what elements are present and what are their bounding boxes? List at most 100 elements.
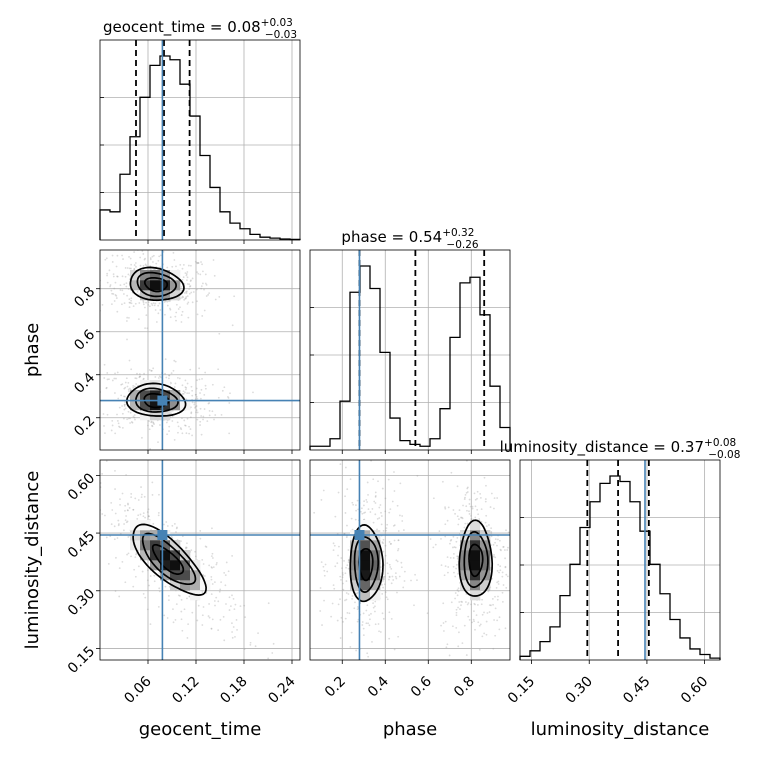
sample-point <box>371 508 374 510</box>
sample-point <box>201 377 203 380</box>
sample-point <box>152 522 155 525</box>
sample-point <box>477 621 480 624</box>
sample-point <box>488 604 491 607</box>
sample-point <box>135 553 137 556</box>
sample-point <box>181 629 184 632</box>
sample-point <box>147 303 150 306</box>
sample-point <box>183 292 186 294</box>
sample-point <box>111 419 114 422</box>
sample-point <box>367 655 370 658</box>
sample-point <box>396 504 399 507</box>
sample-point <box>493 554 495 556</box>
sample-point <box>363 512 365 514</box>
sample-point <box>174 360 177 363</box>
sample-point <box>159 254 162 257</box>
sample-point <box>187 316 190 319</box>
sample-point <box>123 283 126 286</box>
sample-point <box>117 422 120 425</box>
sample-point <box>182 276 185 279</box>
sample-point <box>122 243 124 245</box>
sample-point <box>175 265 177 268</box>
sample-point <box>110 303 113 306</box>
sample-point <box>139 264 142 267</box>
sample-point <box>118 595 121 598</box>
panel-geocent_time-luminosity_distance: 0.06 0.12 0.18 0.24 0.15 0.30 0.45 0.60 <box>65 459 301 707</box>
sample-point <box>116 310 119 313</box>
sample-point <box>338 545 340 548</box>
sample-point <box>496 544 498 547</box>
sample-point <box>479 623 482 626</box>
sample-point <box>191 301 194 304</box>
sample-point <box>163 614 166 617</box>
sample-point <box>128 267 131 270</box>
sample-point <box>147 515 150 518</box>
sample-point <box>505 529 507 532</box>
contour-level-0 <box>468 543 484 578</box>
sample-point <box>196 262 199 265</box>
sample-point <box>202 573 204 576</box>
sample-point <box>199 420 202 423</box>
sample-point <box>164 313 166 316</box>
sample-point <box>368 624 371 627</box>
title-phase: phase = 0.54+0.32 −0.26 <box>341 227 478 251</box>
sample-point <box>334 565 337 568</box>
sample-point <box>190 385 193 388</box>
sample-point <box>180 285 183 288</box>
sample-point <box>456 557 459 560</box>
xtick-label: 0.06 <box>121 673 154 706</box>
sample-point <box>104 432 106 435</box>
sample-point <box>352 503 355 506</box>
sample-point <box>204 273 207 276</box>
sample-point <box>345 592 348 594</box>
sample-point <box>177 594 180 597</box>
sample-point <box>102 413 105 415</box>
density-block <box>160 390 171 401</box>
sample-point <box>132 415 135 418</box>
sample-point <box>396 591 398 594</box>
sample-point <box>119 289 122 291</box>
sample-point <box>116 371 119 374</box>
sample-point <box>141 250 144 252</box>
sample-point <box>377 623 380 625</box>
sample-point <box>211 566 213 569</box>
sample-point <box>472 618 475 621</box>
sample-point <box>384 591 387 594</box>
sample-point <box>455 563 458 566</box>
sample-point <box>207 615 210 617</box>
sample-point <box>149 247 151 249</box>
sample-point <box>199 537 202 540</box>
contour-level-1 <box>353 536 380 593</box>
sample-point <box>106 372 109 374</box>
sample-point <box>363 504 365 507</box>
sample-point <box>142 303 145 306</box>
sample-point <box>444 507 447 510</box>
sample-point <box>106 378 109 381</box>
sample-point <box>177 425 180 428</box>
sample-point <box>490 604 492 607</box>
sample-point <box>75 377 77 379</box>
sample-point <box>126 338 128 341</box>
sample-point <box>133 251 136 253</box>
sample-point <box>210 566 213 568</box>
sample-point <box>457 572 460 575</box>
sample-point <box>109 285 112 288</box>
sample-point <box>254 645 257 648</box>
sample-point <box>111 509 114 511</box>
sample-point <box>511 602 513 604</box>
sample-point <box>208 414 211 417</box>
sample-point <box>203 288 205 291</box>
sample-point <box>214 604 216 607</box>
sample-point <box>128 256 130 258</box>
sample-point <box>189 428 192 430</box>
density-block <box>130 280 141 291</box>
sample-point <box>454 592 457 594</box>
sample-point <box>355 649 358 652</box>
sample-point <box>470 603 472 606</box>
density-block <box>170 390 181 401</box>
sample-point <box>142 301 145 304</box>
sample-point <box>138 376 141 379</box>
sample-point <box>130 263 133 266</box>
sample-point <box>479 492 482 495</box>
density-block <box>170 580 181 591</box>
sample-point <box>249 643 252 646</box>
